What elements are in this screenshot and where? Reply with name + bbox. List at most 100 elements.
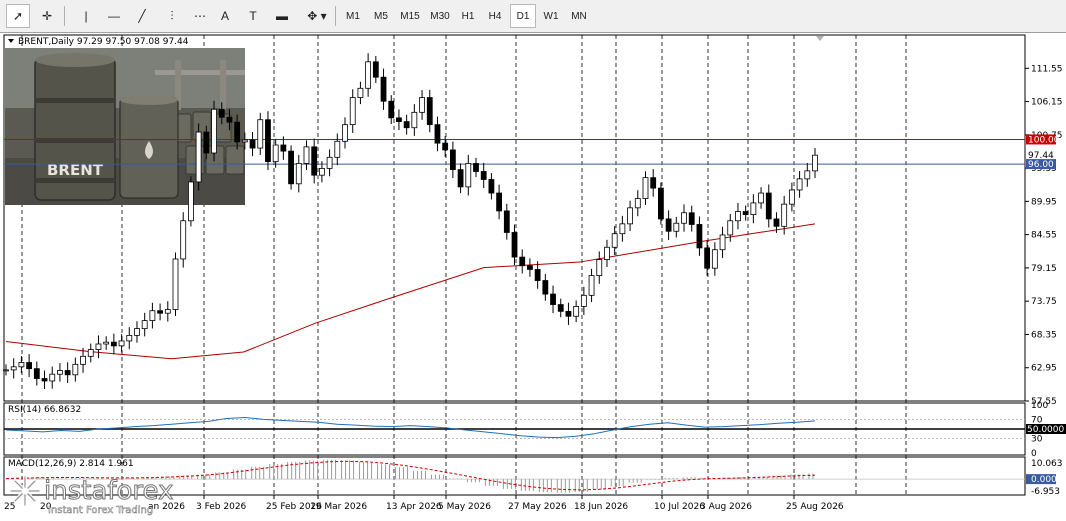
candle-body <box>318 167 325 176</box>
toolbar-separator <box>335 6 336 26</box>
timeframe-m15-button[interactable]: M15 <box>400 10 420 22</box>
cursor-icon[interactable]: ➚ <box>6 4 30 28</box>
watermark-brand: instaforex <box>44 476 173 506</box>
candle-body <box>673 222 680 232</box>
text-label-icon[interactable]: T <box>249 9 257 23</box>
brent-oil-barrels-photo: BRENT <box>5 48 245 205</box>
toolbar-separator <box>64 6 65 26</box>
candle-body <box>411 111 418 129</box>
timeframe-w1-button[interactable]: W1 <box>543 10 559 22</box>
rsi-axis-label: 100 <box>1031 401 1048 411</box>
candle-body <box>10 366 17 371</box>
candle-body <box>57 370 63 375</box>
moving-average-line <box>5 223 816 360</box>
photo-barrel-ring <box>35 98 115 103</box>
photo-pipe <box>220 60 226 110</box>
price-marker-label: 97.44 <box>1028 151 1054 161</box>
candle-body <box>457 169 464 188</box>
candle-body <box>326 156 333 169</box>
candle-body <box>3 369 9 372</box>
price-marker-box <box>1026 159 1056 170</box>
pane-frame <box>3 456 1026 496</box>
rsi-value-box <box>1026 424 1066 434</box>
chart-area: BRENT111.55106.15100.7595.3589.9584.5579… <box>0 33 1066 518</box>
fibonacci-icon[interactable]: ⫶ <box>170 8 174 23</box>
candle-body <box>72 363 79 376</box>
time-axis-label: 13 Apr 2026 <box>386 502 442 512</box>
candle-body <box>812 154 818 172</box>
candle-body <box>134 328 140 336</box>
candle-body <box>211 108 217 154</box>
photo-pipe <box>175 60 181 110</box>
crosshair-icon[interactable]: ✛ <box>41 9 53 23</box>
grid-tool-icon[interactable]: ⋯ <box>194 9 206 23</box>
horizontal-line-icon[interactable]: — <box>108 9 120 23</box>
macd-axis-label: 0.000 <box>1031 475 1057 485</box>
vertical-line-icon[interactable]: | <box>84 9 88 23</box>
candle-body <box>634 198 641 209</box>
macd-title: MACD(12,26,9) 2.814 1.961 <box>8 459 134 469</box>
candle-body <box>234 121 241 143</box>
candle-body <box>426 97 433 126</box>
candle-body <box>565 310 572 317</box>
rsi-axis-label: 30 <box>1031 435 1043 445</box>
candle-body <box>588 275 595 296</box>
candle-body <box>727 220 734 236</box>
candle-body <box>365 61 372 89</box>
timeframe-mn-button[interactable]: MN <box>571 10 587 22</box>
timeframe-h1-button[interactable]: H1 <box>461 10 475 22</box>
price-marker-label: 100.00 <box>1028 135 1060 145</box>
rectangle-icon[interactable]: ▬ <box>276 9 288 23</box>
candle-body <box>488 179 495 194</box>
time-axis-label: 25 <box>4 502 15 512</box>
candle-body <box>557 304 564 312</box>
candle-body <box>788 189 795 205</box>
timeframe-h4-button[interactable]: H4 <box>488 10 502 22</box>
rsi-axis-label: 70 <box>1031 415 1043 425</box>
candle-body <box>303 146 310 164</box>
candle-body <box>719 234 726 251</box>
candle-body <box>519 256 526 267</box>
photo-small-barrel <box>225 145 245 175</box>
price-marker-label: 96.00 <box>1028 160 1054 170</box>
oil-drop-icon <box>145 141 153 159</box>
timeframe-m30-button[interactable]: M30 <box>430 10 450 22</box>
candle-body <box>503 210 510 233</box>
timeframe-m5-button[interactable]: M5 <box>374 10 388 22</box>
chart-shift-marker <box>816 36 824 41</box>
candle-body <box>527 265 533 270</box>
candle-body <box>403 121 410 129</box>
rsi-title: RSI(14) 66.8632 <box>8 405 81 415</box>
candle-body <box>473 163 479 172</box>
candle-body <box>573 306 580 317</box>
candle-body <box>49 373 56 382</box>
shapes-dropdown-icon[interactable]: ✥ ▾ <box>307 9 327 23</box>
candle-body <box>627 207 633 225</box>
candle-body <box>33 368 40 379</box>
candle-body <box>334 140 341 158</box>
macd-signal-line <box>5 460 816 491</box>
text-tool-icon[interactable]: A <box>220 9 229 23</box>
candle-body <box>796 178 803 191</box>
photo-barrel-lettering: BRENT <box>47 161 104 179</box>
time-axis-label: 20 <box>40 502 52 512</box>
time-axis-label: 19 Mar 2026 <box>310 502 367 512</box>
candle-body <box>542 280 549 295</box>
timeframe-d1-button[interactable]: D1 <box>510 4 536 28</box>
candle-body <box>342 124 348 142</box>
candle-body <box>434 124 441 144</box>
time-axis-label: 18 Jun 2026 <box>574 502 628 512</box>
time-axis-label: 27 May 2026 <box>508 502 567 512</box>
candle-body <box>465 163 472 188</box>
candle-body <box>311 146 318 176</box>
candle-body <box>149 310 156 321</box>
candle-body <box>611 233 618 248</box>
timeframe-m1-button[interactable]: M1 <box>346 10 360 22</box>
trendline-icon[interactable]: ╱ <box>138 9 146 23</box>
logo-ray-outline <box>14 493 23 502</box>
price-axis-label: 95.35 <box>1031 164 1057 174</box>
candle-body <box>203 131 210 154</box>
candle-body <box>80 355 86 365</box>
candle-body <box>550 293 556 305</box>
